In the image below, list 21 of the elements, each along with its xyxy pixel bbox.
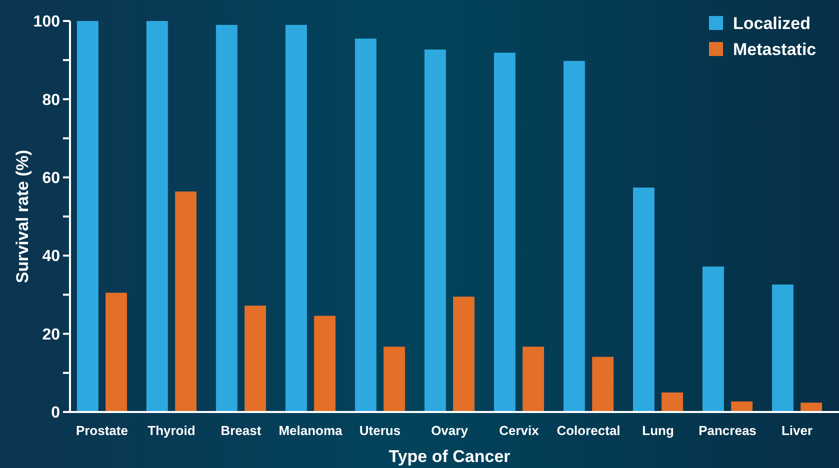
x-tick-label: Liver [781, 423, 813, 438]
x-tick-label: Cervix [499, 423, 540, 438]
x-tick-label: Pancreas [698, 423, 756, 438]
y-tick-label: 20 [42, 326, 60, 344]
legend-label: Localized [733, 14, 810, 33]
x-tick-label: Melanoma [278, 423, 344, 438]
x-tick-label: Thyroid [148, 423, 196, 438]
x-tick-label: Colorectal [556, 423, 620, 438]
x-axis-title: Type of Cancer [388, 447, 511, 466]
x-tick-label: Uterus [359, 423, 401, 438]
y-tick-label: 60 [42, 170, 60, 187]
x-tick-label: Lung [642, 423, 674, 438]
x-tick-label: Ovary [431, 423, 469, 438]
legend-label: Metastatic [733, 40, 816, 59]
x-tick-label: Breast [220, 423, 262, 438]
y-tick-label: 100 [33, 14, 60, 31]
y-axis-title: Survival rate (%) [13, 150, 32, 284]
y-tick-label: 40 [42, 248, 60, 266]
x-tick-label: Prostate [76, 423, 128, 438]
y-tick-label: 0 [51, 404, 60, 422]
y-tick-label: 80 [42, 92, 60, 109]
